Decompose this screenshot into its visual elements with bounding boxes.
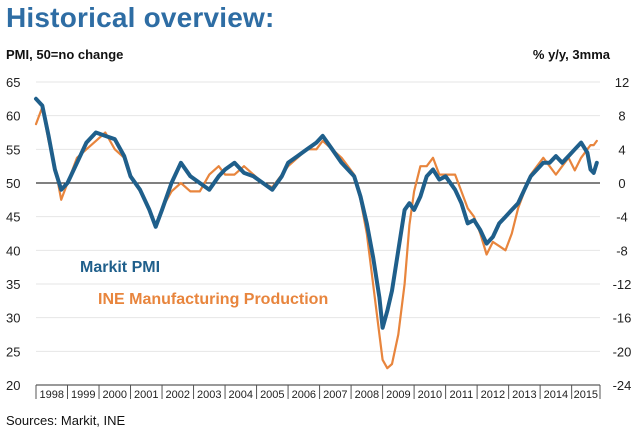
dual-axis-line-chart: 20 25 30 35 40 45 50 55 60 65 -24 -20 -16 -12 -8 -4 0 4 8… <box>6 75 632 401</box>
x-tick-label: 2004 <box>229 389 253 401</box>
x-tick-label: 2015 <box>574 389 598 401</box>
right-tick-label: -24 <box>613 378 632 393</box>
x-tick-label: 2013 <box>512 389 536 401</box>
x-tick-label: 2006 <box>292 389 316 401</box>
right-tick-label: -20 <box>613 344 632 359</box>
left-tick-label: 40 <box>6 243 20 258</box>
left-tick-label: 35 <box>6 277 20 292</box>
left-tick-label: 30 <box>6 311 20 326</box>
x-tick-label: 2000 <box>103 389 127 401</box>
x-tick-label: 2003 <box>197 389 221 401</box>
legend-label-markit-pmi: Markit PMI <box>80 259 160 276</box>
x-tick-label: 2010 <box>418 389 442 401</box>
left-tick-label: 25 <box>6 344 20 359</box>
right-tick-label: -4 <box>616 210 628 225</box>
right-axis-title: % y/y, 3mma <box>532 47 610 62</box>
right-tick-label: 12 <box>615 75 629 90</box>
left-tick-label: 45 <box>6 210 20 225</box>
series-line-markit-pmi <box>34 96 599 330</box>
legend-label-ine-production: INE Manufacturing Production <box>98 291 328 308</box>
chart-title: Historical overview: <box>6 2 275 33</box>
x-tick-label: 2005 <box>260 389 284 401</box>
x-tick-label: 2011 <box>450 389 474 401</box>
x-tick-label: 2002 <box>166 389 190 401</box>
right-tick-label: 4 <box>618 142 625 157</box>
x-tick-label: 2007 <box>323 389 347 401</box>
left-tick-label: 50 <box>6 176 20 191</box>
x-tick-label: 2014 <box>544 389 568 401</box>
legend: Markit PMI INE Manufacturing Production <box>80 259 328 308</box>
x-axis: 1998 1999 2000 2001 2002 2003 2004 2005 2006 2007… <box>35 384 601 401</box>
right-tick-label: -12 <box>613 277 632 292</box>
x-tick-label: 2008 <box>355 389 379 401</box>
left-axis-ticks: 20 25 30 35 40 45 50 55 60 65 <box>6 75 20 393</box>
series-layer <box>34 96 599 370</box>
right-tick-label: -8 <box>616 243 628 258</box>
left-axis-title: PMI, 50=no change <box>6 47 124 62</box>
left-tick-label: 55 <box>6 142 20 157</box>
left-tick-label: 60 <box>6 109 20 124</box>
x-tick-label: 1999 <box>71 389 95 401</box>
left-tick-label: 20 <box>6 378 20 393</box>
x-tick-label: 2012 <box>481 389 505 401</box>
gridlines <box>36 81 600 386</box>
right-tick-label: 8 <box>618 109 625 124</box>
right-tick-label: 0 <box>618 176 625 191</box>
x-tick-label: 1998 <box>40 389 64 401</box>
right-tick-label: -16 <box>613 311 632 326</box>
right-axis-ticks: -24 -20 -16 -12 -8 -4 0 4 8 12 <box>613 75 632 393</box>
x-tick-label: 2001 <box>134 389 158 401</box>
left-tick-label: 65 <box>6 75 20 90</box>
x-tick-label: 2009 <box>386 389 410 401</box>
source-note: Sources: Markit, INE <box>6 413 126 428</box>
